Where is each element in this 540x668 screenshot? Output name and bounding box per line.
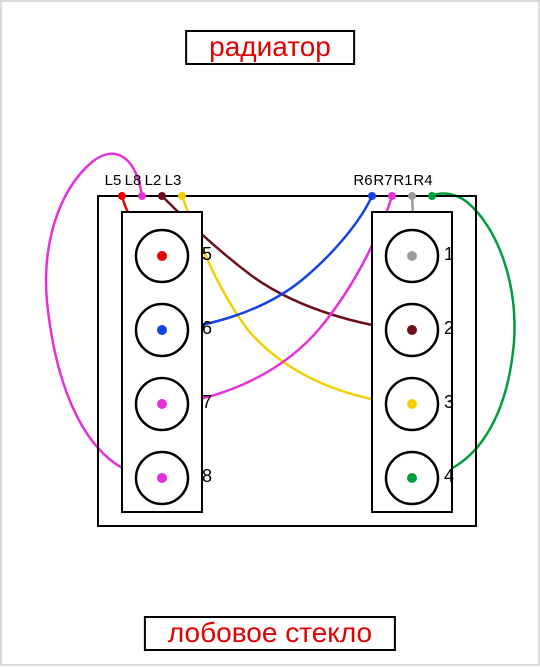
wire-1 xyxy=(412,196,413,256)
pin-dot-L8 xyxy=(138,192,146,200)
pin-dot-R1 xyxy=(408,192,416,200)
cylinder-num-3: 3 xyxy=(444,392,454,412)
cylinder-dot-8 xyxy=(157,473,167,483)
cylinder-dot-2 xyxy=(407,325,417,335)
cylinder-num-8: 8 xyxy=(202,466,212,486)
pin-dot-R6 xyxy=(368,192,376,200)
cylinder-num-2: 2 xyxy=(444,318,454,338)
cylinder-6 xyxy=(136,304,188,356)
cylinder-num-4: 4 xyxy=(444,466,454,486)
pin-dot-R7 xyxy=(388,192,396,200)
cylinder-dot-1 xyxy=(407,251,417,261)
wire-5 xyxy=(122,196,162,256)
pin-label-R7: R7 xyxy=(373,172,392,189)
wire-7 xyxy=(162,196,392,404)
pin-label-L8: L8 xyxy=(125,172,142,189)
cylinder-7 xyxy=(136,378,188,430)
pin-dot-R4 xyxy=(428,192,436,200)
wire-6 xyxy=(162,196,372,330)
cylinder-1 xyxy=(386,230,438,282)
wire-2 xyxy=(162,196,412,330)
cylinder-dot-5 xyxy=(157,251,167,261)
wire-4 xyxy=(412,194,514,478)
bank-box-left xyxy=(122,212,202,512)
cylinder-dot-4 xyxy=(407,473,417,483)
cylinder-num-7: 7 xyxy=(202,392,212,412)
cylinder-8 xyxy=(136,452,188,504)
cylinder-5 xyxy=(136,230,188,282)
cylinder-num-1: 1 xyxy=(444,244,454,264)
pin-label-R6: R6 xyxy=(353,172,372,189)
main-box xyxy=(98,196,476,526)
cylinder-dot-3 xyxy=(407,399,417,409)
cylinder-dot-6 xyxy=(157,325,167,335)
cylinder-4 xyxy=(386,452,438,504)
pin-label-L3: L3 xyxy=(165,172,182,189)
top-label-text: радиатор xyxy=(209,31,331,62)
bottom-label-text: лобовое стекло xyxy=(168,617,372,648)
diagram-frame: радиатор 5 6 7 8 1 2 3 4 L5L8L2L3 R6R7R1R4 лобово… xyxy=(0,0,540,666)
wire-3 xyxy=(182,196,412,404)
cylinder-3 xyxy=(386,378,438,430)
pin-label-L2: L2 xyxy=(145,172,162,189)
cylinder-dot-7 xyxy=(157,399,167,409)
pin-dot-L3 xyxy=(178,192,186,200)
wire-8 xyxy=(46,154,162,478)
pin-label-L5: L5 xyxy=(105,172,122,189)
pin-label-R1: R1 xyxy=(393,172,412,189)
cylinder-num-6: 6 xyxy=(202,318,212,338)
cylinder-2 xyxy=(386,304,438,356)
bottom-label-windshield: лобовое стекло xyxy=(144,616,396,651)
top-label-radiator: радиатор xyxy=(185,30,355,65)
cylinder-num-5: 5 xyxy=(202,244,212,264)
pin-label-R4: R4 xyxy=(413,172,432,189)
wires-layer xyxy=(2,2,540,668)
pin-dot-L5 xyxy=(118,192,126,200)
pin-dot-L2 xyxy=(158,192,166,200)
shapes-layer: 5 6 7 8 1 2 3 4 L5L8L2L3 R6R7R1R4 xyxy=(2,2,540,668)
bank-box-right xyxy=(372,212,452,512)
